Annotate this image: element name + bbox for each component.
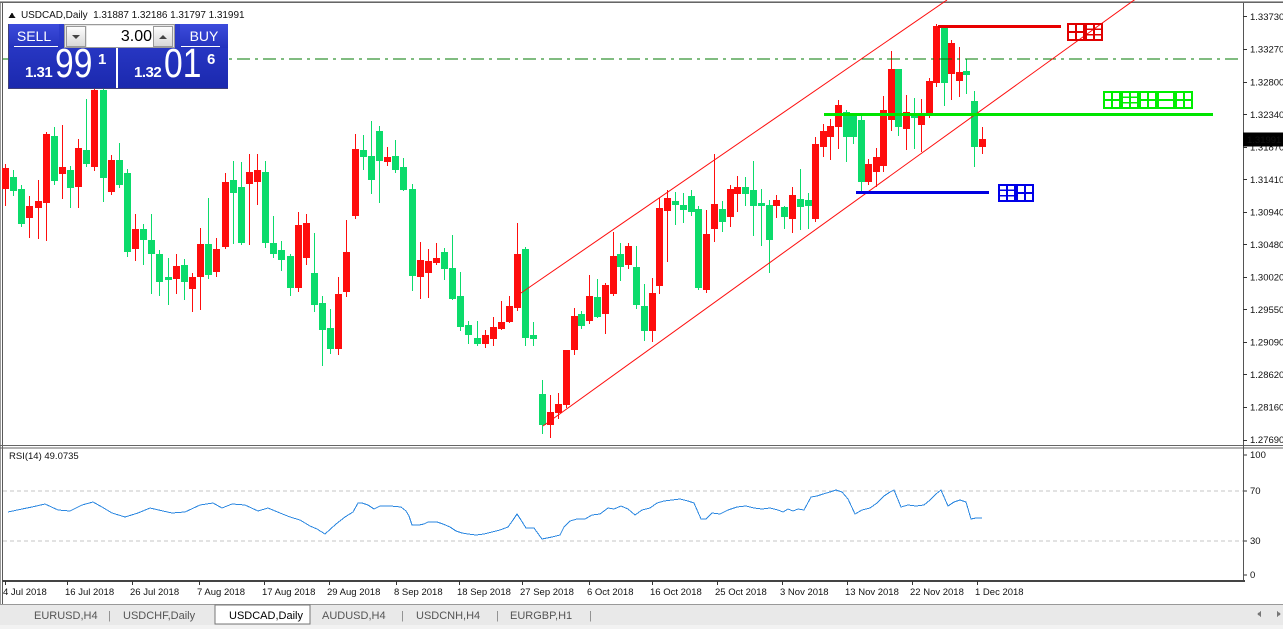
svg-text:1.32340: 1.32340 <box>1250 110 1283 121</box>
svg-text:29 Aug 2018: 29 Aug 2018 <box>327 587 380 598</box>
svg-text:USDCAD,Daily: USDCAD,Daily <box>229 610 303 622</box>
svg-text:18 Sep 2018: 18 Sep 2018 <box>457 587 511 598</box>
svg-text:3 Nov 2018: 3 Nov 2018 <box>780 587 829 598</box>
svg-text:|: | <box>108 610 111 622</box>
svg-text:16 Oct 2018: 16 Oct 2018 <box>650 587 702 598</box>
svg-text:0: 0 <box>1250 570 1255 581</box>
svg-text:6 Oct 2018: 6 Oct 2018 <box>587 587 633 598</box>
svg-text:27 Sep 2018: 27 Sep 2018 <box>520 587 574 598</box>
svg-text:1.31991: 1.31991 <box>1247 135 1281 146</box>
svg-text:EURUSD,H4: EURUSD,H4 <box>34 610 98 622</box>
svg-text:1.29090: 1.29090 <box>1250 338 1283 349</box>
svg-text:USDCNH,H4: USDCNH,H4 <box>416 610 480 622</box>
svg-text:1.31870: 1.31870 <box>1250 142 1283 153</box>
svg-text:1.33730: 1.33730 <box>1250 12 1283 23</box>
svg-text:100: 100 <box>1250 450 1266 461</box>
svg-text:USDCAD,Daily 1.31887 1.32186: USDCAD,Daily 1.31887 1.32186 1.31797 1.3… <box>21 10 245 21</box>
svg-text:|: | <box>496 610 499 622</box>
svg-text:1.28160: 1.28160 <box>1250 403 1283 414</box>
svg-text:|: | <box>589 610 592 622</box>
svg-text:1.28620: 1.28620 <box>1250 370 1283 381</box>
svg-text:1.30940: 1.30940 <box>1250 207 1283 218</box>
svg-text:1.32800: 1.32800 <box>1250 77 1283 88</box>
svg-text:4 Jul 2018: 4 Jul 2018 <box>3 587 47 598</box>
svg-text:16 Jul 2018: 16 Jul 2018 <box>65 587 114 598</box>
svg-text:1.30480: 1.30480 <box>1250 240 1283 251</box>
svg-text:25 Oct 2018: 25 Oct 2018 <box>715 587 767 598</box>
svg-text:1.29550: 1.29550 <box>1250 305 1283 316</box>
svg-text:70: 70 <box>1250 486 1261 497</box>
svg-text:1.33270: 1.33270 <box>1250 45 1283 56</box>
svg-text:AUDUSD,H4: AUDUSD,H4 <box>322 610 386 622</box>
svg-text:17 Aug 2018: 17 Aug 2018 <box>262 587 315 598</box>
svg-text:1 Dec 2018: 1 Dec 2018 <box>975 587 1024 598</box>
svg-text:7 Aug 2018: 7 Aug 2018 <box>197 587 245 598</box>
svg-text:22 Nov 2018: 22 Nov 2018 <box>910 587 964 598</box>
svg-text:EURGBP,H1: EURGBP,H1 <box>510 610 572 622</box>
svg-text:USDCHF,Daily: USDCHF,Daily <box>123 610 196 622</box>
svg-text:8 Sep 2018: 8 Sep 2018 <box>394 587 443 598</box>
svg-text:26 Jul 2018: 26 Jul 2018 <box>130 587 179 598</box>
svg-text:1.27690: 1.27690 <box>1250 435 1283 446</box>
svg-text:1.30020: 1.30020 <box>1250 273 1283 284</box>
svg-text:13 Nov 2018: 13 Nov 2018 <box>845 587 899 598</box>
svg-text:|: | <box>401 610 404 622</box>
svg-text:RSI(14) 49.0735: RSI(14) 49.0735 <box>9 451 79 462</box>
svg-text:1.31410: 1.31410 <box>1250 175 1283 186</box>
svg-text:30: 30 <box>1250 536 1261 547</box>
